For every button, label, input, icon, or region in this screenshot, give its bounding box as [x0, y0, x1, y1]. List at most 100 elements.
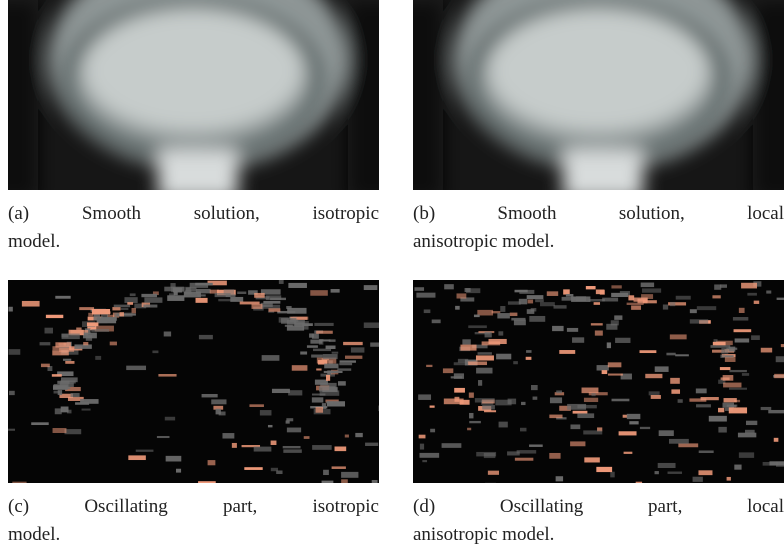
texture-fleck: [595, 330, 603, 335]
texture-fleck: [696, 404, 711, 407]
texture-fleck: [91, 329, 109, 332]
texture-fleck: [611, 285, 621, 288]
texture-fleck: [559, 350, 575, 354]
texture-fleck: [655, 366, 669, 372]
texture-fleck: [521, 402, 525, 405]
texture-fleck: [776, 462, 784, 467]
texture-fleck: [454, 362, 469, 365]
texture-fleck: [197, 294, 205, 296]
texture-fleck: [101, 317, 116, 319]
texture-fleck: [337, 368, 351, 370]
texture-fleck: [254, 293, 265, 298]
texture-fleck: [746, 421, 757, 425]
texture-fleck: [508, 301, 521, 304]
texture-fleck: [699, 450, 714, 453]
texture-fleck: [430, 429, 435, 433]
texture-fleck: [314, 323, 333, 326]
texture-fleck: [319, 386, 335, 391]
texture-fleck: [476, 355, 494, 360]
texture-fleck: [218, 299, 236, 301]
texture-fleck: [570, 441, 585, 446]
texture-fleck: [608, 362, 622, 367]
texture-fleck: [186, 287, 197, 291]
texture-fleck: [370, 342, 379, 346]
caption: (a) Smooth solution, isotropic model.: [8, 200, 379, 256]
texture-fleck: [721, 348, 728, 354]
texture-fleck: [110, 342, 117, 346]
texture-fleck: [474, 315, 480, 318]
texture-fleck: [55, 342, 71, 347]
texture-fleck: [260, 410, 272, 415]
texture-fleck: [734, 329, 752, 332]
texture-fleck: [742, 373, 749, 376]
caption: (d) Oscillating part, local anisotropic …: [413, 493, 784, 549]
texture-fleck: [332, 466, 346, 469]
texture-fleck: [288, 390, 302, 395]
texture-fleck: [166, 456, 182, 462]
texture-fleck: [529, 444, 543, 446]
texture-fleck: [577, 413, 594, 418]
texture-fleck: [316, 368, 321, 370]
texture-fleck: [311, 354, 323, 357]
texture-fleck: [65, 361, 74, 364]
texture-fleck: [285, 325, 293, 327]
texture-fleck: [52, 374, 62, 377]
texture-fleck: [485, 332, 492, 338]
texture-fleck: [152, 351, 158, 354]
texture-fleck: [419, 453, 439, 458]
texture-fleck: [351, 347, 365, 352]
texture-fleck: [454, 373, 464, 379]
texture-fleck: [82, 409, 91, 411]
texture-fleck: [76, 327, 81, 329]
texture-fleck: [550, 397, 562, 403]
texture-fleck: [211, 399, 226, 404]
texture-fleck: [645, 374, 662, 378]
texture-fleck: [198, 481, 216, 483]
texture-fleck: [510, 313, 518, 316]
caption-line: (a) Smooth solution, isotropic: [8, 200, 379, 228]
texture-fleck: [424, 309, 431, 313]
texture-fleck: [340, 360, 356, 362]
texture-fleck: [641, 283, 654, 288]
texture-fleck: [663, 305, 668, 310]
texture-fleck: [678, 443, 698, 447]
texture-fleck: [419, 435, 426, 439]
page: (a) Smooth solution, isotropic model. (b…: [0, 0, 784, 556]
texture-fleck: [776, 356, 784, 362]
texture-fleck: [554, 305, 567, 308]
texture-fleck: [112, 307, 120, 310]
texture-fleck: [552, 326, 564, 331]
texture-fleck: [312, 445, 332, 450]
texture-fleck: [414, 287, 424, 291]
texture-fleck: [712, 295, 720, 298]
texture-fleck: [279, 317, 289, 322]
texture-fleck: [669, 439, 689, 444]
texture-fleck: [640, 427, 650, 429]
texture-fleck: [730, 405, 736, 407]
texture-fleck: [528, 300, 533, 304]
texture-fleck: [498, 331, 503, 335]
texture-fleck: [44, 328, 52, 334]
texture-fleck: [670, 302, 675, 306]
texture-fleck: [676, 296, 691, 300]
texture-fleck: [119, 312, 124, 316]
texture-fleck: [469, 421, 481, 423]
texture-fleck: [80, 399, 98, 404]
caption-line: (d) Oscillating part, local: [413, 493, 784, 521]
texture-fleck: [88, 313, 93, 317]
figure-panel: (c) Oscillating part, isotropic model.: [8, 280, 379, 549]
caption-line: model.: [8, 521, 379, 549]
texture-fleck: [345, 435, 349, 438]
stem: [158, 150, 238, 190]
texture-fleck: [624, 452, 633, 454]
texture-fleck: [482, 341, 501, 345]
texture-fleck: [713, 342, 726, 345]
texture-fleck: [55, 296, 70, 299]
texture-fleck: [338, 381, 346, 385]
texture-fleck: [164, 331, 171, 336]
texture-fleck: [210, 290, 219, 294]
texture-fleck: [500, 306, 505, 312]
texture-fleck: [659, 430, 674, 436]
texture-fleck: [244, 467, 262, 470]
texture-fleck: [549, 415, 562, 419]
